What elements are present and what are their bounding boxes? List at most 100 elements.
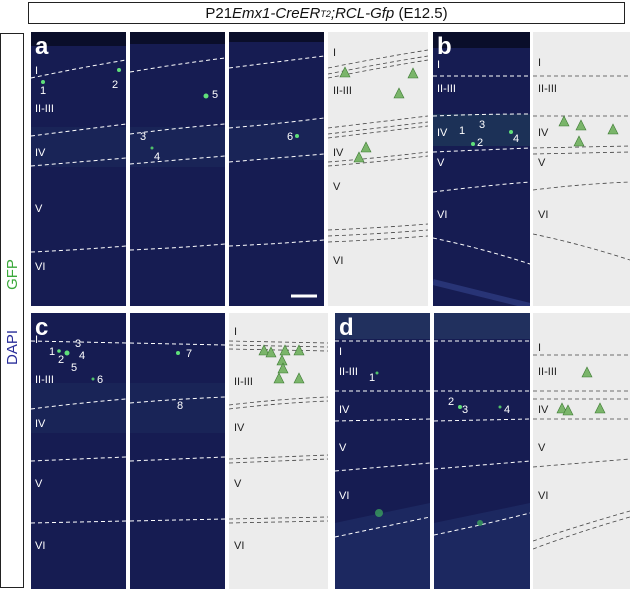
cell-label: 7 <box>186 348 192 360</box>
cell-marker-triangle <box>353 151 365 163</box>
layer-label: IV <box>538 404 549 416</box>
title-gene: Emx1-CreER <box>232 4 321 22</box>
layer-label: I <box>339 346 342 358</box>
cell-label: 4 <box>513 133 519 145</box>
layer-label: VI <box>538 209 548 221</box>
layer-label: II-III <box>333 85 352 97</box>
layer-label: V <box>437 157 445 169</box>
cell-marker-triangle <box>594 402 606 414</box>
layer-label: II-III <box>339 366 358 378</box>
cell-marker-triangle <box>393 87 405 99</box>
layer-label: IV <box>35 418 46 430</box>
layer-label: I <box>538 57 541 69</box>
cell-marker-triangle <box>575 119 587 131</box>
cell-marker-triangle <box>293 344 305 356</box>
layer-label: I <box>437 59 440 71</box>
cell-label: 8 <box>177 400 183 412</box>
layer-label: I <box>35 334 38 346</box>
cell-marker-triangle <box>277 362 289 374</box>
gfp-label: GFP <box>3 258 21 290</box>
panel-a-schematic: I II-III IV V VI <box>328 32 428 306</box>
panel-label-b: b <box>437 33 452 60</box>
cell-marker-triangle <box>562 404 574 416</box>
panel-label-d: d <box>339 314 354 341</box>
dapi-label: DAPI <box>3 329 21 365</box>
layer-label: VI <box>437 209 447 221</box>
cell-label: 6 <box>97 374 103 386</box>
cell-label: 5 <box>71 362 77 374</box>
cell-marker-triangle <box>581 366 593 378</box>
cell-label: 3 <box>479 119 485 131</box>
panel-c-image-2: 7 8 <box>130 313 225 589</box>
layer-label: V <box>35 203 43 215</box>
cell-marker-triangle <box>339 66 351 78</box>
layer-label: IV <box>437 127 448 139</box>
layer-label: V <box>538 442 546 454</box>
layer-label: II-III <box>234 376 253 388</box>
cell-marker-triangle <box>258 344 270 356</box>
cell-label: 2 <box>448 396 454 408</box>
cell-marker-triangle <box>407 67 419 79</box>
cell-marker-triangle <box>573 135 585 147</box>
title-prefix: P21 <box>205 4 233 22</box>
cell-marker-triangle <box>293 372 305 384</box>
panel-c-image-1: c I II-III IV V VI 3 1 4 2 5 6 <box>31 313 126 589</box>
layer-label: V <box>234 478 242 490</box>
layer-label: V <box>35 478 43 490</box>
cell-marker-triangle <box>360 141 372 153</box>
layer-label: I <box>333 47 336 59</box>
cell-marker-triangle <box>556 402 568 414</box>
layer-label: I <box>35 65 38 77</box>
cell-label: 3 <box>140 131 146 143</box>
layer-label: V <box>333 181 341 193</box>
layer-label: IV <box>35 147 46 159</box>
layer-label: II-III <box>538 366 557 378</box>
layer-label: VI <box>538 490 548 502</box>
cell-label: 6 <box>287 131 293 143</box>
cell-label: 1 <box>459 125 465 137</box>
panel-a-image-1: a I II-III IV V VI 1 2 <box>31 32 126 306</box>
cell-marker-triangle <box>273 372 285 384</box>
layer-label: II-III <box>35 103 54 115</box>
panel-d-schematic: I II-III IV V VI <box>533 313 630 589</box>
layer-label: II-III <box>538 83 557 95</box>
layer-label: II-III <box>35 374 54 386</box>
title-suffix: (E12.5) <box>394 4 448 22</box>
cell-label: 1 <box>40 85 46 97</box>
panel-b-image: b I II-III IV V VI 1 3 2 4 <box>433 32 530 306</box>
figure-title: P21 Emx1-CreER T2; RCL-Gfp (E12.5) <box>28 2 625 24</box>
layer-label: VI <box>234 540 244 552</box>
layer-label: V <box>339 442 347 454</box>
cell-label: 1 <box>49 346 55 358</box>
cell-label: 1 <box>369 372 375 384</box>
layer-label: IV <box>234 422 245 434</box>
panel-b-schematic: I II-III IV V VI <box>533 32 630 306</box>
panel-label-c: c <box>35 314 48 341</box>
panel-a-image-3: 6 <box>229 32 324 306</box>
cell-label: 2 <box>112 79 118 91</box>
layer-label: IV <box>339 404 350 416</box>
layer-label: VI <box>339 490 349 502</box>
panel-d-image-1: d I II-III IV V VI 1 <box>335 313 430 589</box>
cell-label: 4 <box>79 350 85 362</box>
cell-label: 2 <box>58 354 64 366</box>
cell-label: 3 <box>462 404 468 416</box>
cell-marker-triangle <box>558 115 570 127</box>
layer-label: I <box>538 342 541 354</box>
layer-label: VI <box>35 261 45 273</box>
title-superscript: T2 <box>320 9 331 19</box>
panel-d-image-2: 2 3 4 <box>434 313 530 589</box>
cell-marker-triangle <box>276 354 288 366</box>
cell-marker-triangle <box>607 123 619 135</box>
cell-label: 4 <box>504 404 510 416</box>
title-reporter: RCL-Gfp <box>335 4 395 22</box>
layer-label: VI <box>333 255 343 267</box>
channel-legend: GFP DAPI <box>0 33 24 588</box>
panel-a-image-2: 5 3 4 <box>130 32 225 306</box>
layer-label: IV <box>538 127 549 139</box>
cell-label: 3 <box>75 338 81 350</box>
cell-label: 4 <box>154 151 160 163</box>
panel-c-schematic: I II-III IV V VI <box>229 313 328 589</box>
layer-label: IV <box>333 147 344 159</box>
cell-label: 2 <box>477 137 483 149</box>
